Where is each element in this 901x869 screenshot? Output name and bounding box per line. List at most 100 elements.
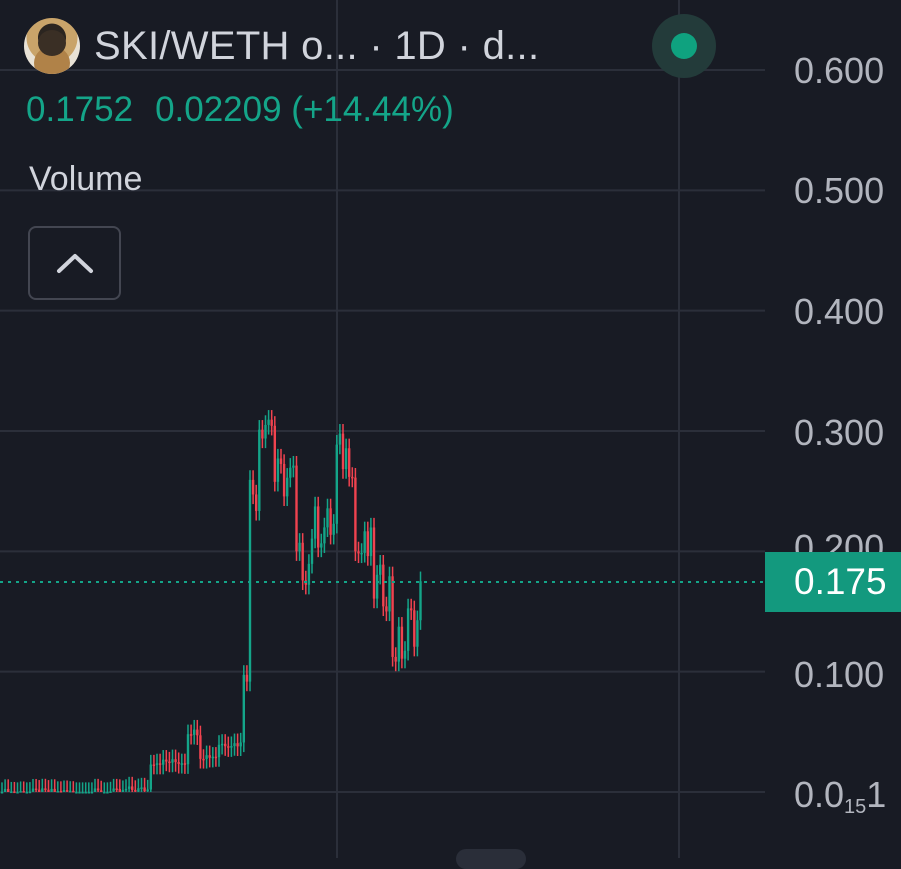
candle-body: [313, 506, 317, 539]
candle-body: [103, 792, 106, 794]
candle-body: [69, 790, 72, 793]
candle-body: [158, 763, 162, 765]
candle-body: [41, 788, 44, 792]
candle-body: [16, 792, 19, 794]
last-price: 0.1752: [26, 90, 134, 129]
candle-body: [149, 764, 152, 790]
candle-body: [31, 788, 35, 792]
candle-body: [140, 787, 143, 789]
current-price-tag: 0.175: [765, 552, 901, 612]
candle-body: [199, 735, 202, 759]
candle-body: [174, 759, 177, 763]
price-change: 0.02209 (+14.44%): [155, 90, 454, 129]
candle-body: [403, 650, 407, 659]
candle-body: [208, 755, 211, 758]
chevron-up-icon: [56, 254, 93, 273]
candle-body: [0, 792, 4, 794]
candle-body: [245, 674, 249, 682]
candle-body: [106, 792, 109, 794]
volume-label: Volume: [29, 160, 143, 198]
candle-body: [162, 759, 165, 765]
candle-body: [261, 429, 264, 439]
candle-body: [310, 538, 314, 564]
axis-label-0: 0.600: [794, 50, 885, 91]
candle-body: [317, 506, 320, 548]
candle-body: [230, 746, 233, 748]
candle-body: [202, 758, 205, 761]
candle-body: [196, 729, 199, 736]
candle-body: [78, 792, 81, 794]
candle-body: [186, 734, 190, 765]
candle-body: [13, 791, 16, 794]
candle-body: [286, 477, 289, 497]
axis-label-bottom-prefix: 0.0: [794, 774, 845, 815]
candle-body: [382, 564, 385, 607]
candle-body: [323, 527, 326, 544]
candle-body: [19, 791, 22, 793]
candle-body: [419, 581, 422, 621]
candle-body: [307, 563, 311, 585]
candle-body: [320, 543, 323, 548]
candle-body: [59, 790, 63, 793]
collapse-button[interactable]: [28, 226, 121, 300]
candle-body: [332, 523, 335, 535]
candle-body: [363, 531, 366, 553]
candle-body: [348, 448, 351, 477]
candle-body: [394, 656, 397, 662]
candle-body: [251, 479, 255, 495]
candle-body: [131, 786, 134, 790]
candle-body: [385, 606, 388, 612]
candle-body: [289, 467, 292, 478]
candle-body: [366, 531, 369, 557]
candle-body: [205, 755, 208, 759]
candle-body: [338, 433, 342, 445]
candle-body: [357, 551, 360, 554]
symbol-title[interactable]: SKI/WETH o... · 1D · d...: [94, 23, 540, 68]
candle-body: [65, 790, 69, 792]
candle-body: [56, 790, 59, 793]
axis-label-5: 0.100: [794, 654, 885, 695]
candle-body: [171, 759, 174, 763]
candle-body: [344, 448, 348, 470]
axis-label-bottom-sub: 15: [844, 796, 867, 818]
candle-body: [152, 764, 156, 766]
candle-body: [25, 792, 28, 794]
candle-body: [115, 788, 118, 791]
candle-body: [410, 608, 413, 611]
candle-body: [242, 674, 245, 743]
candle-body: [183, 763, 187, 765]
candle-body: [295, 465, 298, 552]
candle-body: [118, 788, 121, 792]
candle-body: [193, 729, 196, 735]
axis-label-3: 0.300: [794, 412, 885, 453]
candle-body: [400, 626, 404, 659]
candle-body: [248, 479, 252, 682]
candle-body: [233, 743, 236, 747]
time-scale-handle[interactable]: [456, 849, 526, 869]
candle-body: [369, 527, 373, 557]
live-status-indicator[interactable]: [652, 14, 716, 78]
candle-body: [180, 763, 183, 765]
axis-label-bottom-suffix: 1: [866, 774, 887, 815]
candle-body: [127, 786, 131, 789]
candle-body: [44, 788, 47, 790]
candle-body: [335, 444, 338, 524]
candle-body: [47, 789, 50, 792]
candle-body: [50, 788, 53, 792]
axis-label-2: 0.400: [794, 291, 885, 332]
chart-grid: [0, 0, 765, 858]
candle-body: [282, 463, 286, 497]
token-avatar[interactable]: [24, 18, 80, 74]
candle-body: [224, 743, 227, 747]
candle-body: [211, 756, 214, 759]
candle-body: [109, 791, 112, 793]
candle-body: [258, 429, 261, 511]
candle-body: [177, 762, 180, 764]
live-status-dot: [671, 33, 697, 59]
candle-body: [227, 746, 230, 748]
candle-body: [143, 787, 146, 792]
candle-body: [255, 494, 258, 511]
candle-body: [7, 788, 10, 792]
candle-body: [351, 476, 354, 479]
